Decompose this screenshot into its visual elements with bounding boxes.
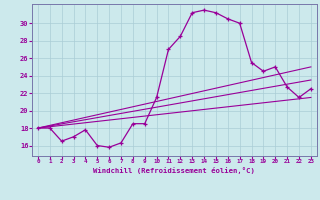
X-axis label: Windchill (Refroidissement éolien,°C): Windchill (Refroidissement éolien,°C) xyxy=(93,167,255,174)
